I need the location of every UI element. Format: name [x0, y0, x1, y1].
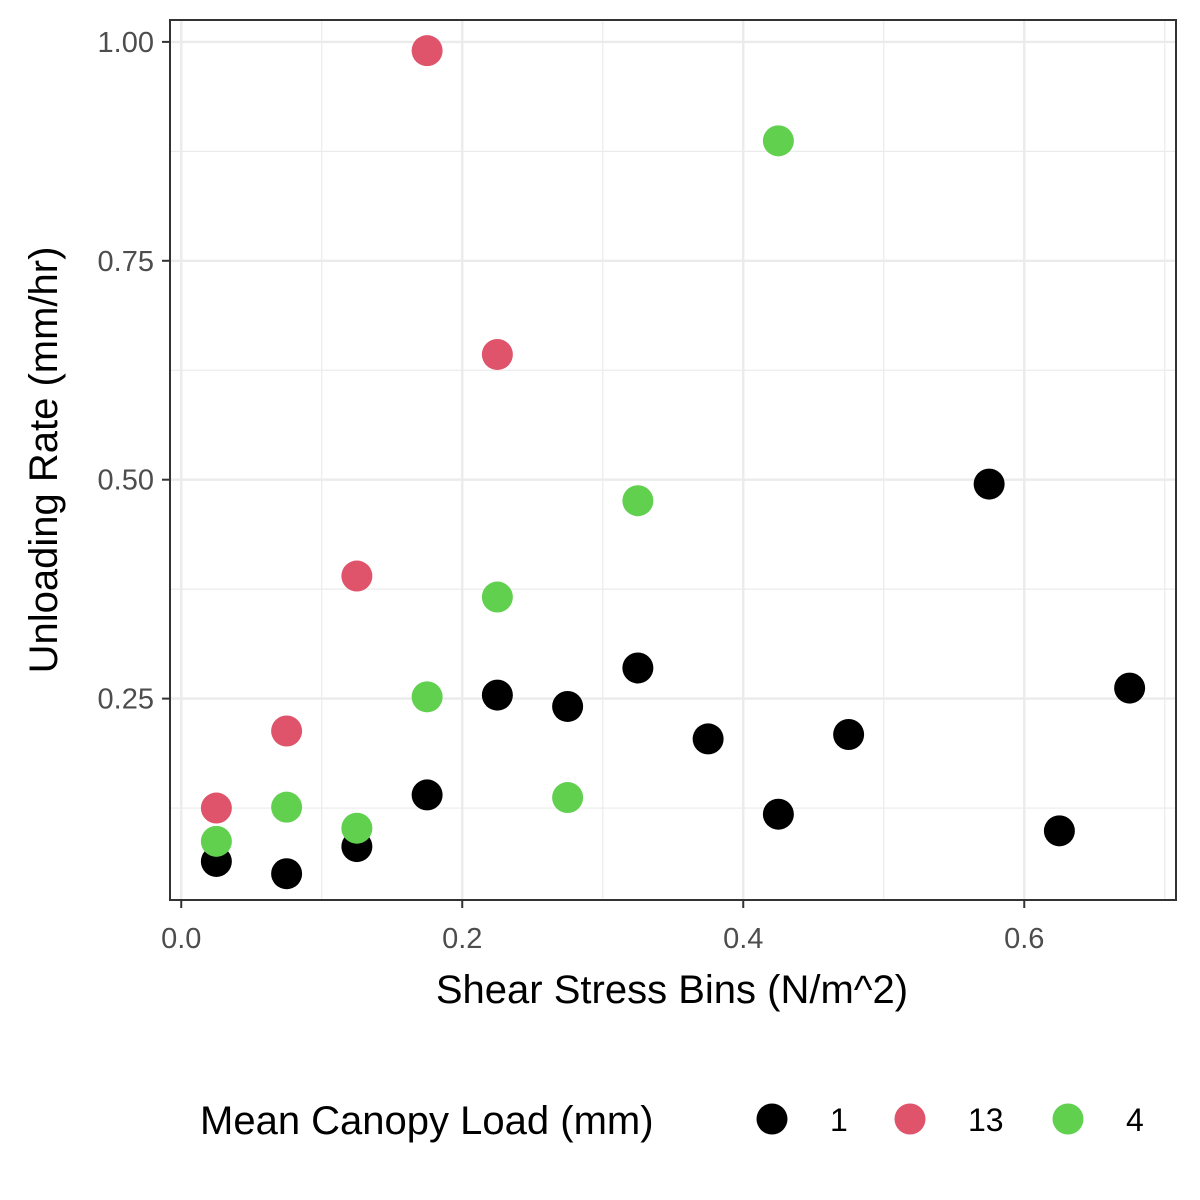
data-point-series-4 [552, 782, 584, 814]
data-point-series-4 [481, 581, 513, 613]
data-point-series-13 [200, 792, 232, 824]
data-point-series-4 [200, 825, 232, 857]
data-point-series-4 [271, 791, 303, 823]
data-point-series-1 [481, 679, 513, 711]
data-points [200, 35, 1146, 890]
data-point-series-1 [1043, 815, 1075, 847]
data-point-series-13 [411, 35, 443, 67]
data-point-series-4 [341, 812, 373, 844]
y-tick-label: 0.75 [98, 246, 154, 278]
legend-key-13 [894, 1103, 926, 1135]
legend-title: Mean Canopy Load (mm) [200, 1099, 654, 1143]
legend-label-1: 1 [830, 1102, 848, 1138]
data-point-series-1 [552, 690, 584, 722]
legend-label-4: 4 [1126, 1102, 1144, 1138]
data-point-series-4 [411, 681, 443, 713]
data-point-series-1 [622, 652, 654, 684]
y-axis-title: Unloading Rate (mm/hr) [22, 247, 66, 674]
grid-minor [170, 20, 1176, 900]
data-point-series-1 [833, 719, 865, 751]
x-tick-label: 0.2 [442, 923, 482, 955]
data-point-series-1 [973, 468, 1005, 500]
legend: Mean Canopy Load (mm) 1 13 4 [200, 1099, 1144, 1143]
legend-label-13: 13 [968, 1102, 1004, 1138]
x-tick-label: 0.4 [723, 923, 763, 955]
x-tick-label: 0.0 [161, 923, 201, 955]
data-point-series-13 [271, 715, 303, 747]
plot-border [169, 19, 1177, 901]
data-point-series-4 [762, 125, 794, 157]
data-point-series-13 [481, 338, 513, 370]
legend-key-1 [756, 1103, 788, 1135]
data-point-series-1 [762, 798, 794, 830]
data-point-series-1 [692, 723, 724, 755]
x-tick-label: 0.6 [1004, 923, 1044, 955]
y-tick-label: 0.50 [98, 465, 154, 497]
y-tick-label: 0.25 [98, 684, 154, 716]
legend-key-4 [1052, 1103, 1084, 1135]
x-axis-title: Shear Stress Bins (N/m^2) [436, 968, 908, 1012]
y-tick-label: 1.00 [98, 27, 154, 59]
grid-major [170, 20, 1176, 900]
x-axis: 0.0 0.2 0.4 0.6 [161, 900, 1044, 955]
data-point-series-4 [622, 485, 654, 517]
plot-panel [170, 20, 1176, 900]
data-point-series-13 [341, 560, 373, 592]
data-point-series-1 [411, 779, 443, 811]
y-axis: 0.25 0.50 0.75 1.00 [98, 27, 170, 716]
data-point-series-1 [271, 858, 303, 890]
data-point-series-1 [1114, 672, 1146, 704]
